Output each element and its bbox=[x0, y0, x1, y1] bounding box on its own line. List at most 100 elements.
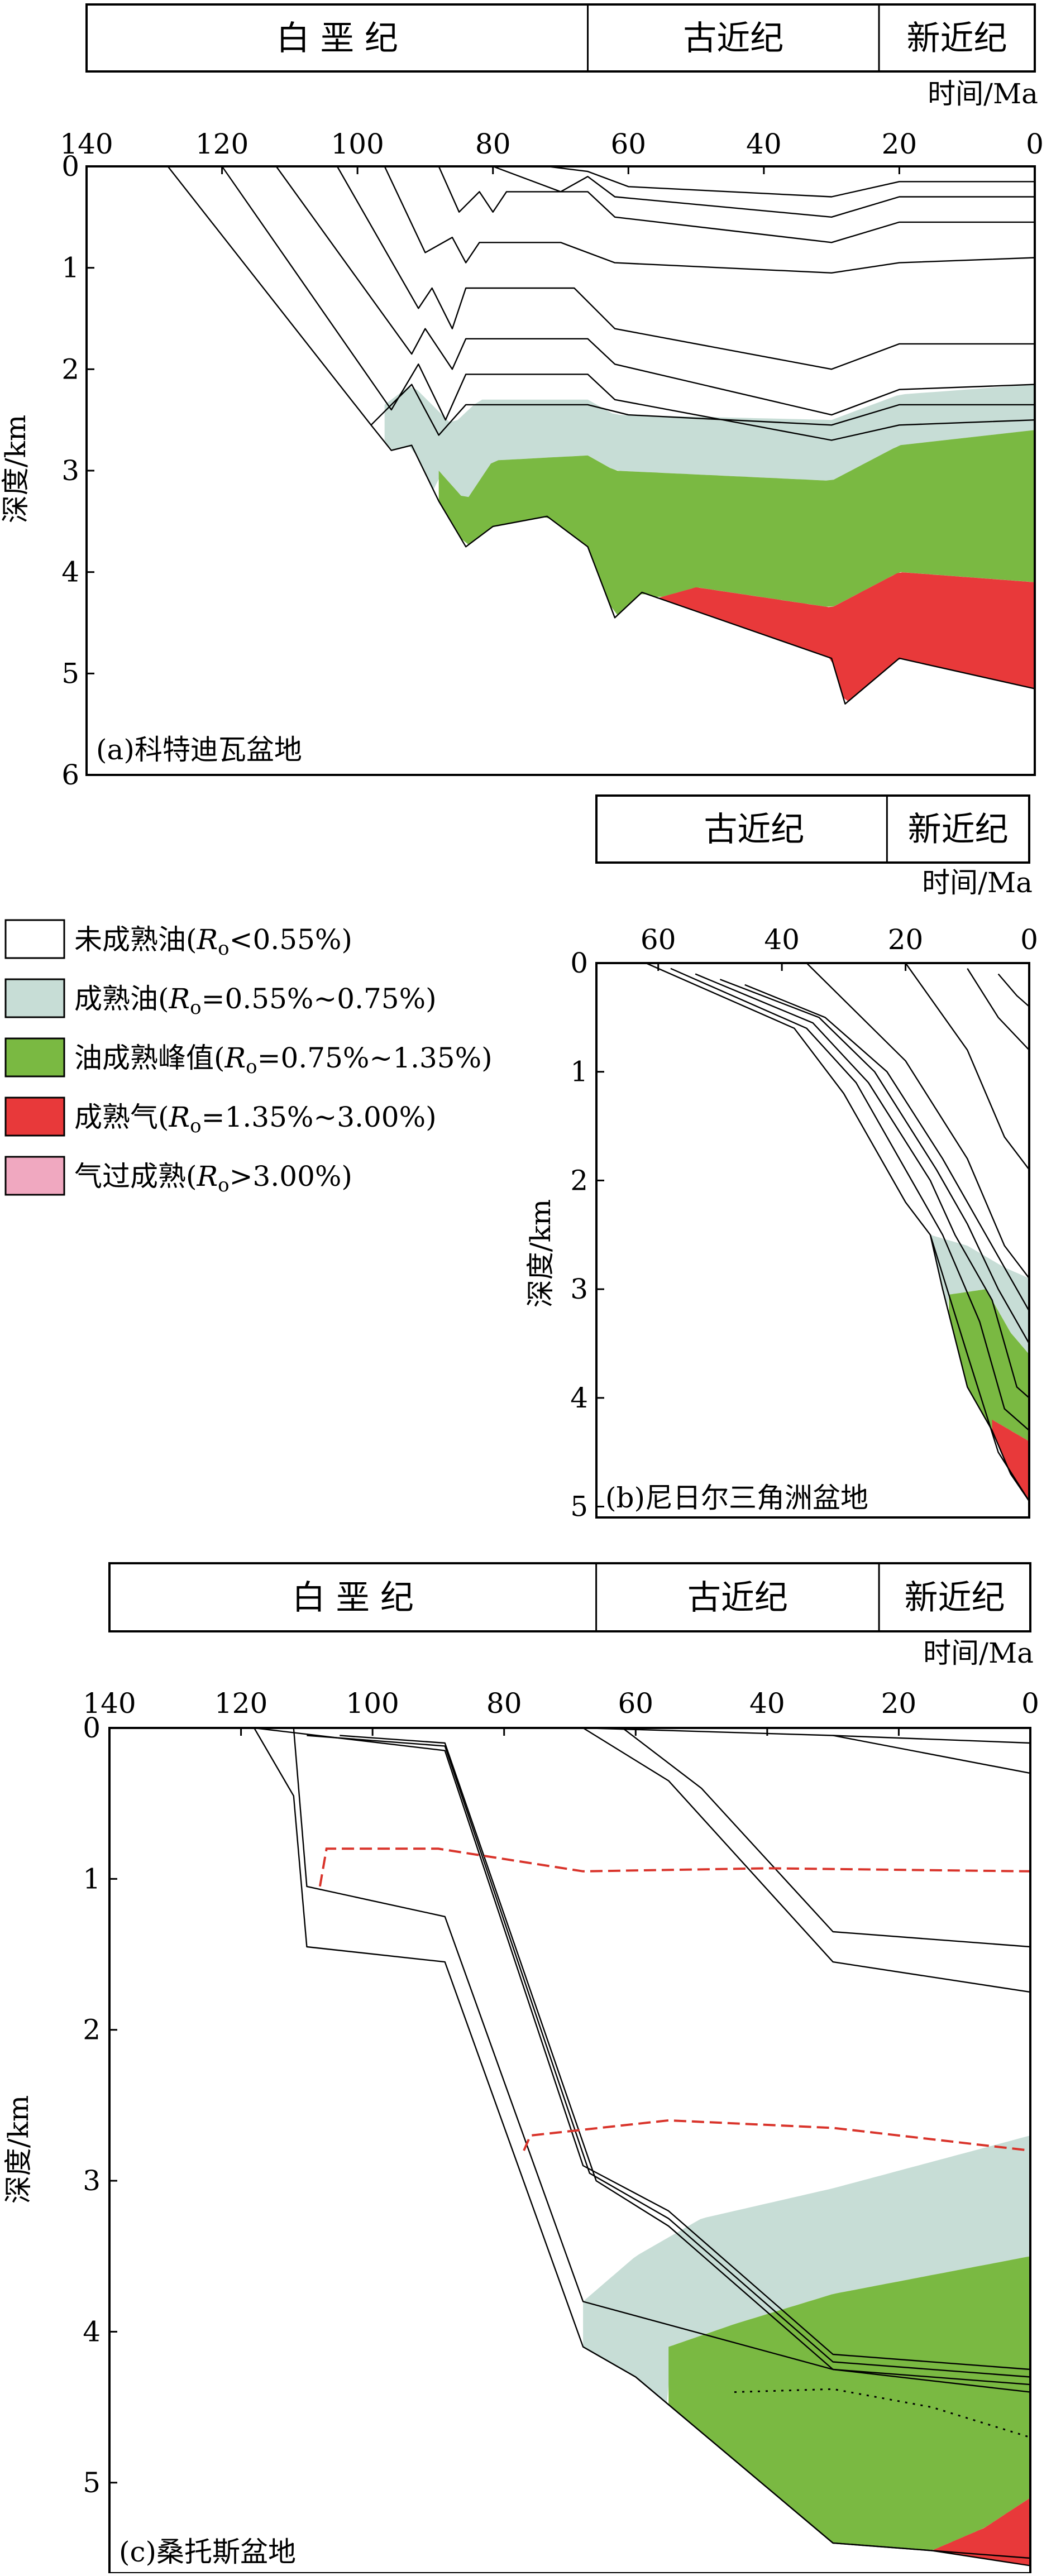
period-bar bbox=[108, 1562, 1031, 1632]
burial-curve bbox=[293, 1727, 1031, 2386]
burial-curve bbox=[670, 968, 1030, 1431]
legend: 未成熟油(Ro<0.55%) 成熟油(Ro=0.55%~0.75%) 油成熟峰值(R… bbox=[4, 919, 493, 1196]
zone-mature-oil bbox=[583, 2136, 1030, 2403]
panel-title: (a)科特迪瓦盆地 bbox=[96, 734, 302, 766]
y-tick-label: 5 bbox=[83, 2467, 101, 2499]
burial-curve bbox=[695, 973, 1030, 1399]
y-axis-label: 深度/km bbox=[0, 415, 32, 524]
x-tick-label: 20 bbox=[882, 128, 918, 160]
burial-curve bbox=[221, 166, 1035, 441]
y-tick-label: 0 bbox=[570, 947, 588, 979]
legend-label: 成熟油(Ro=0.55%~0.75%) bbox=[74, 983, 437, 1019]
period-label: 新近纪 bbox=[908, 810, 1009, 849]
x-tick-label: 100 bbox=[331, 128, 384, 160]
zone-peak-oil bbox=[949, 1289, 1029, 1442]
x-tick-label: 20 bbox=[888, 923, 924, 956]
y-tick-label: 1 bbox=[570, 1056, 588, 1088]
legend-swatch bbox=[4, 978, 65, 1018]
x-tick-label: 20 bbox=[881, 1687, 917, 1720]
y-tick-label: 3 bbox=[61, 454, 79, 487]
y-tick-label: 0 bbox=[61, 150, 79, 183]
period-label: 新近纪 bbox=[905, 1578, 1005, 1617]
burial-curve bbox=[997, 973, 1030, 1007]
zone-mature-gas bbox=[931, 2497, 1030, 2566]
y-tick-label: 5 bbox=[570, 1491, 588, 1523]
y-axis-label: 深度/km bbox=[2, 2095, 35, 2204]
x-tick-label: 140 bbox=[60, 128, 113, 160]
x-tick-label: 140 bbox=[83, 1687, 136, 1720]
x-tick-label: 0 bbox=[1021, 1687, 1039, 1720]
burial-curve bbox=[719, 979, 1030, 1344]
zone-mature-oil bbox=[384, 384, 1035, 501]
x-tick-label: 120 bbox=[214, 1687, 267, 1720]
burial-curve bbox=[384, 166, 1035, 274]
paleotemp-line bbox=[523, 2119, 1031, 2152]
y-tick-label: 6 bbox=[61, 759, 79, 791]
y-tick-label: 4 bbox=[61, 556, 79, 588]
dotted-line bbox=[734, 2388, 1031, 2439]
x-tick-label: 60 bbox=[618, 1687, 653, 1720]
y-tick-label: 3 bbox=[570, 1273, 588, 1305]
basement-curve bbox=[582, 2346, 1031, 2567]
legend-label: 气过成熟(Ro>3.00%) bbox=[74, 1160, 352, 1196]
plot-frame bbox=[595, 962, 1030, 1519]
legend-swatch bbox=[4, 919, 65, 959]
x-axis-label: 时间/Ma bbox=[922, 866, 1033, 899]
x-tick-label: 100 bbox=[346, 1687, 399, 1720]
x-tick-label: 80 bbox=[486, 1687, 522, 1720]
period-label: 古近纪 bbox=[683, 19, 783, 58]
x-tick-label: 40 bbox=[764, 923, 800, 956]
period-label: 古近纪 bbox=[687, 1578, 788, 1617]
burial-curve bbox=[744, 984, 1030, 1311]
burial-curve bbox=[336, 166, 1035, 370]
y-tick-label: 4 bbox=[570, 1382, 588, 1414]
period-bar bbox=[85, 3, 1036, 73]
x-tick-label: 0 bbox=[1020, 923, 1038, 956]
legend-swatch bbox=[4, 1156, 65, 1196]
legend-label: 未成熟油(Ro<0.55%) bbox=[74, 923, 352, 960]
y-axis-label: 深度/km bbox=[524, 1199, 557, 1308]
burial-curve bbox=[254, 1727, 1031, 2371]
x-axis-label: 时间/Ma bbox=[923, 1637, 1034, 1669]
period-label: 新近纪 bbox=[907, 19, 1007, 58]
burial-curve bbox=[340, 1735, 1031, 2393]
basement-curve bbox=[370, 424, 1035, 705]
panel-title: (b)尼日尔三角洲盆地 bbox=[605, 1482, 868, 1514]
period-label: 古近纪 bbox=[704, 810, 804, 849]
burial-curve bbox=[275, 166, 1035, 416]
burial-curve bbox=[806, 963, 1030, 1279]
burial-curve bbox=[582, 1727, 1031, 1993]
burial-curve bbox=[438, 166, 1035, 243]
burial-curve bbox=[646, 962, 1030, 1502]
burial-curve bbox=[967, 968, 1030, 1051]
burial-curve bbox=[167, 166, 1035, 436]
x-tick-label: 40 bbox=[746, 128, 782, 160]
zone-mature-gas bbox=[642, 572, 1035, 702]
paleotemp-line bbox=[318, 1847, 1031, 1887]
basement-curve bbox=[929, 1234, 1030, 1502]
zone-peak-oil bbox=[668, 2256, 1030, 2551]
x-tick-label: 80 bbox=[475, 128, 511, 160]
x-tick-label: 60 bbox=[610, 128, 646, 160]
y-tick-label: 1 bbox=[61, 252, 79, 284]
y-tick-label: 2 bbox=[570, 1164, 588, 1196]
legend-label: 成熟气(Ro=1.35%~3.00%) bbox=[74, 1101, 437, 1137]
legend-label: 油成熟峰值(Ro=0.75%~1.35%) bbox=[74, 1042, 493, 1078]
y-tick-label: 2 bbox=[61, 353, 79, 385]
burial-curve bbox=[493, 165, 1035, 218]
zone-peak-oil bbox=[438, 430, 1035, 615]
x-tick-label: 40 bbox=[749, 1687, 785, 1720]
x-tick-label: 0 bbox=[1026, 128, 1044, 160]
y-tick-label: 3 bbox=[83, 2165, 101, 2197]
y-tick-label: 2 bbox=[83, 2014, 101, 2046]
y-tick-label: 4 bbox=[83, 2315, 101, 2348]
x-tick-label: 120 bbox=[195, 128, 249, 160]
period-bar bbox=[595, 794, 1030, 864]
y-tick-label: 5 bbox=[61, 657, 79, 690]
legend-swatch bbox=[4, 1037, 65, 1078]
zone-mature-gas bbox=[992, 1419, 1029, 1501]
